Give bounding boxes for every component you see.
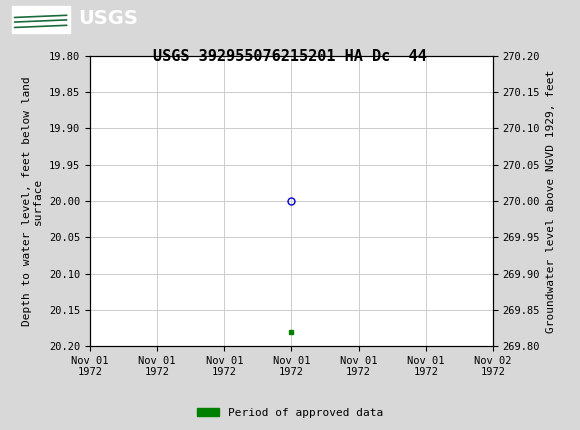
Y-axis label: Groundwater level above NGVD 1929, feet: Groundwater level above NGVD 1929, feet xyxy=(546,69,556,333)
Legend: Period of approved data: Period of approved data xyxy=(193,403,387,422)
Y-axis label: Depth to water level, feet below land
surface: Depth to water level, feet below land su… xyxy=(22,76,44,326)
Bar xyxy=(12,6,70,33)
Text: USGS 392955076215201 HA Dc  44: USGS 392955076215201 HA Dc 44 xyxy=(153,49,427,64)
Text: USGS: USGS xyxy=(78,9,138,28)
